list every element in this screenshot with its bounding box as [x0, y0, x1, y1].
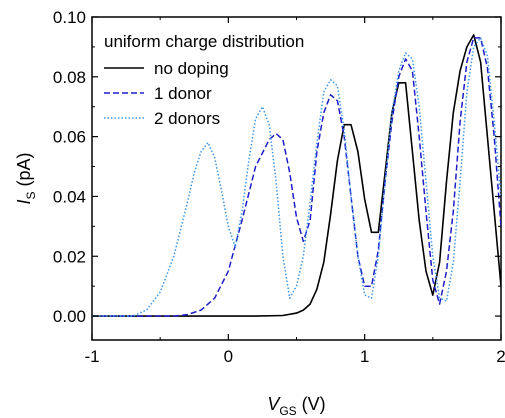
x-axis-label: VGS (V) — [267, 394, 325, 418]
legend-label: no doping — [154, 59, 229, 78]
y-axis-label-main: I — [14, 200, 34, 205]
legend-label: 1 donor — [154, 84, 212, 103]
x-tick-label: 0 — [224, 347, 233, 366]
ticks-layer: -1 0 1 2 0.00 0.02 0.04 0.06 0.08 0.10 — [53, 8, 505, 366]
plot-area: -1 0 1 2 0.00 0.02 0.04 0.06 0.08 0.10 — [53, 8, 505, 366]
x-tick-label: 1 — [360, 347, 369, 366]
x-axis-label-main: V — [267, 394, 281, 414]
y-tick-label: 0.02 — [53, 247, 86, 266]
y-tick-label: 0.06 — [53, 128, 86, 147]
y-tick-label: 0.10 — [53, 8, 86, 27]
y-tick-label: 0.08 — [53, 68, 86, 87]
y-tick-label: 0.00 — [53, 307, 86, 326]
y-tick-label: 0.04 — [53, 187, 86, 206]
y-axis-label-sub: S — [24, 191, 38, 199]
x-tick-label: -1 — [84, 347, 99, 366]
legend-title: uniform charge distribution — [104, 32, 304, 51]
y-axis-label: IS (pA) — [14, 152, 38, 204]
legend-label: 2 donors — [154, 109, 220, 128]
y-axis-label-unit: (pA) — [14, 152, 34, 191]
legend-items: no doping 1 donor 2 donors — [104, 59, 229, 128]
series-line-3 — [92, 37, 501, 317]
series-line-2 — [92, 37, 501, 317]
x-axis-label-sub: GS — [279, 404, 296, 418]
x-tick-label: 2 — [496, 347, 505, 366]
x-axis-label-unit: (V) — [297, 394, 326, 414]
series-layer — [92, 34, 501, 317]
series-line-1 — [92, 34, 501, 317]
legend: uniform charge distribution no doping 1 d… — [104, 32, 304, 128]
